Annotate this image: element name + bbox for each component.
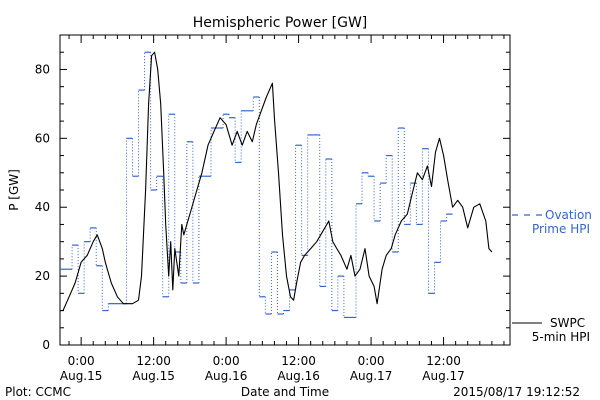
- x-tick-label-time: 0:00: [213, 354, 240, 368]
- x-tick-label-date: Aug.15: [60, 369, 103, 383]
- x-tick-label-date: Aug.16: [277, 369, 320, 383]
- series-ovation-prime: [60, 51, 453, 319]
- series-layer: [60, 51, 493, 319]
- x-tick-label-time: 0:00: [68, 354, 95, 368]
- x-tick-label-time: 12:00: [426, 354, 461, 368]
- y-tick-label: 20: [35, 269, 50, 283]
- legend-ovation-line2: Prime HPI: [532, 222, 590, 236]
- legend-swpc-line1: SWPC: [550, 316, 585, 330]
- x-tick-label-time: 0:00: [358, 354, 385, 368]
- y-tick-label: 60: [35, 131, 50, 145]
- y-axis-label: P [GW]: [7, 169, 21, 211]
- x-axis-label: Date and Time: [241, 385, 329, 399]
- x-tick-label-date: Aug.17: [350, 369, 393, 383]
- legend-ovation-line1: Ovation: [545, 208, 592, 222]
- footer-plot-credit: Plot: CCMC: [5, 385, 71, 399]
- legend-swpc-line2: 5-min HPI: [532, 330, 590, 344]
- x-tick-label-time: 12:00: [281, 354, 316, 368]
- x-tick-label-date: Aug.17: [422, 369, 465, 383]
- y-tick-label: 0: [42, 338, 50, 352]
- x-axis: 0:00Aug.1512:00Aug.150:00Aug.1612:00Aug.…: [60, 35, 505, 383]
- x-tick-label-date: Aug.15: [132, 369, 175, 383]
- plot-frame: [59, 34, 511, 346]
- x-tick-label-time: 12:00: [136, 354, 171, 368]
- series-swpc-line: [60, 51, 493, 312]
- chart-title: Hemispheric Power [GW]: [193, 15, 368, 31]
- y-axis: 0 20 40 60 80: [35, 34, 510, 352]
- y-tick-label: 40: [35, 200, 50, 214]
- y-tick-label: 80: [35, 62, 50, 76]
- legend: Ovation Prime HPI SWPC 5-min HPI: [512, 208, 592, 344]
- x-tick-label-date: Aug.16: [205, 369, 248, 383]
- footer-timestamp: 2015/08/17 19:12:52: [453, 385, 580, 399]
